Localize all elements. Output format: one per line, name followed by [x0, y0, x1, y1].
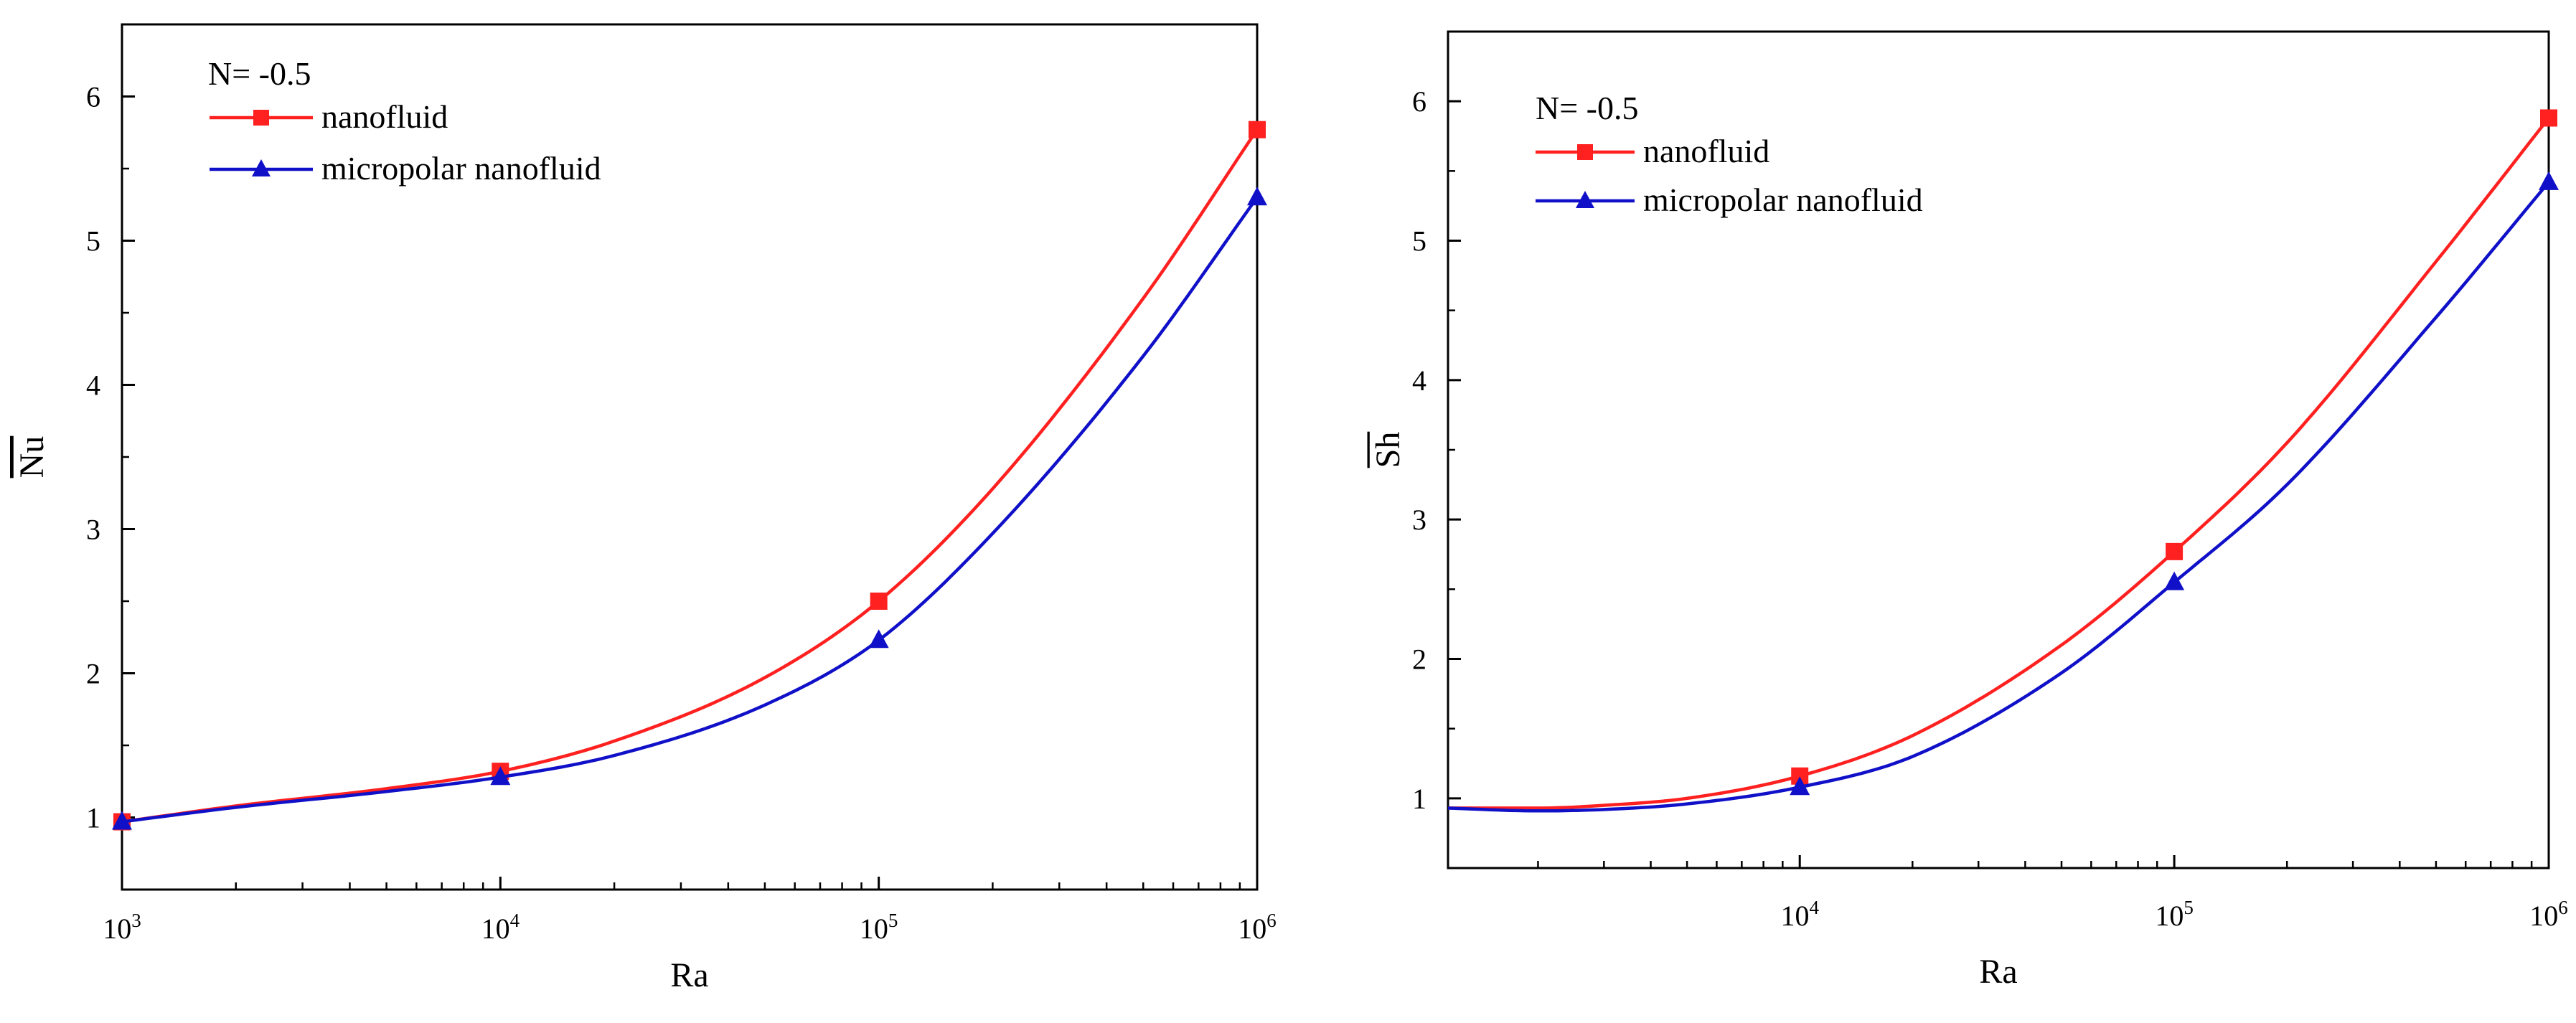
x-tick-label: 106 [2529, 897, 2568, 932]
x-tick-label: 104 [481, 910, 520, 945]
y-axis-title: Nu [13, 436, 51, 478]
x-tick-base: 10 [1780, 900, 1809, 932]
x-tick-exponent: 5 [2184, 897, 2194, 918]
data-point-square [870, 593, 888, 610]
data-point-square [2166, 542, 2184, 560]
legend-label: micropolar nanofluid [1643, 182, 1923, 218]
data-point-triangle [2164, 571, 2185, 590]
x-tick-label: 105 [860, 910, 898, 945]
legend-title: N= -0.5 [208, 55, 311, 92]
x-tick-exponent: 4 [1809, 897, 1819, 918]
y-tick-label: 6 [86, 81, 100, 113]
y-tick-label: 5 [1412, 225, 1426, 258]
y-tick-label: 6 [1412, 85, 1426, 118]
y-tick-label: 1 [1412, 783, 1426, 815]
y-tick-label: 3 [86, 514, 100, 546]
y-axis-title: Sh [1369, 432, 1407, 468]
x-tick-label: 104 [1780, 897, 1819, 932]
data-point-triangle [868, 629, 889, 649]
x-tick-base: 10 [1238, 913, 1266, 945]
x-tick-label: 106 [1238, 910, 1277, 945]
legend-marker-square [253, 110, 269, 126]
y-tick-label: 4 [1412, 364, 1426, 397]
plot-frame [121, 23, 1259, 891]
x-tick-exponent: 4 [510, 910, 520, 931]
legend-label: nanofluid [321, 98, 448, 135]
y-tick-label: 3 [1412, 504, 1426, 536]
legend-marker-triangle [252, 159, 271, 176]
y-tick-label: 5 [86, 225, 100, 258]
data-point-triangle [1790, 776, 1810, 796]
y-tick-label: 4 [86, 369, 100, 402]
series-line-micropolar [1447, 181, 2550, 813]
data-point-triangle [1247, 187, 1267, 206]
x-tick-base: 10 [2155, 900, 2184, 932]
plot-frame [1447, 30, 2550, 869]
data-point-triangle [490, 766, 511, 786]
y-tick-label: 2 [86, 658, 100, 690]
legend-marker-square [1577, 144, 1593, 160]
x-tick-label: 105 [2155, 897, 2194, 932]
y-tick-label: 1 [86, 802, 100, 834]
legend-label: micropolar nanofluid [321, 150, 601, 187]
x-tick-exponent: 6 [2558, 897, 2568, 918]
x-tick-exponent: 5 [888, 910, 898, 931]
series-line-micropolar [121, 196, 1259, 824]
legend-marker-triangle [1576, 191, 1594, 208]
legend-title: N= -0.5 [1536, 90, 1638, 126]
x-axis-title: Ra [1979, 953, 2017, 991]
x-axis-title: Ra [670, 956, 708, 994]
x-tick-base: 10 [103, 913, 131, 945]
x-tick-base: 10 [2529, 900, 2558, 932]
data-point-square [2540, 109, 2557, 127]
data-point-triangle [2539, 171, 2559, 190]
series-line-nanofluid [1448, 117, 2550, 810]
data-point-triangle [112, 811, 132, 830]
y-tick-label: 2 [1412, 644, 1426, 676]
data-point-square [1249, 121, 1266, 138]
series-line-nanofluid [121, 128, 1259, 824]
x-tick-exponent: 6 [1266, 910, 1277, 931]
x-tick-base: 10 [481, 913, 510, 945]
x-tick-base: 10 [860, 913, 888, 945]
legend-label: nanofluid [1643, 133, 1769, 169]
x-tick-label: 103 [103, 910, 141, 945]
x-tick-exponent: 3 [131, 910, 141, 931]
